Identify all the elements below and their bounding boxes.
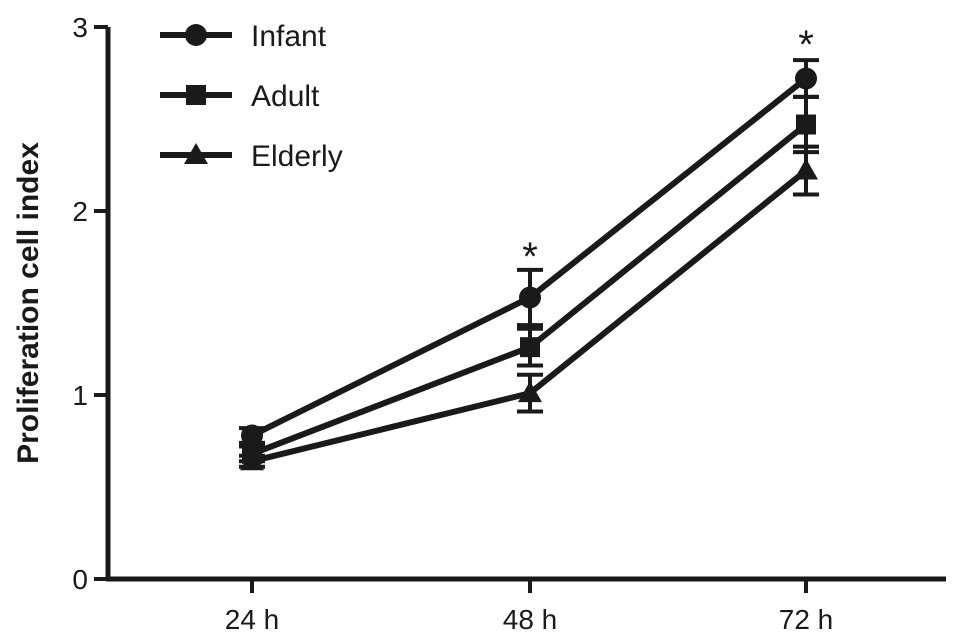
y-tick-label: 2 [72,196,88,227]
data-point [240,449,264,471]
data-point [518,381,542,403]
data-point [794,158,818,180]
legend-label: Infant [251,20,327,53]
data-point [795,67,817,90]
series-infant [239,58,819,447]
legend-item-adult: Adult [160,80,320,113]
significance-marker: * [798,23,814,67]
series-elderly [239,144,819,471]
x-tick-label: 72 h [779,604,834,635]
x-tick-label: 48 h [503,604,558,635]
legend-label: Elderly [251,140,343,173]
y-tick-label: 3 [72,12,88,43]
legend-label: Adult [251,80,320,113]
x-tick-label: 24 h [225,604,280,635]
legend-marker [186,85,206,105]
y-tick-label: 0 [72,564,88,595]
series-adult [239,94,819,464]
significance-marker: * [522,235,538,279]
y-tick-label: 1 [72,380,88,411]
y-ticks: 0 1 2 3 [72,12,108,595]
data-point [241,424,263,447]
data-point [520,337,540,358]
legend-item-elderly: Elderly [160,140,343,173]
legend-marker [185,24,207,46]
legend-marker [184,143,208,164]
data-point [519,286,541,309]
series-layer [239,58,819,471]
legend: Infant Adult Elderly [160,20,343,173]
y-axis-title: Proliferation cell index [12,142,45,464]
legend-item-infant: Infant [160,20,327,53]
data-point [796,114,816,135]
x-ticks: 24 h 48 h 72 h [225,579,834,635]
annotation-layer: ** [522,23,814,279]
